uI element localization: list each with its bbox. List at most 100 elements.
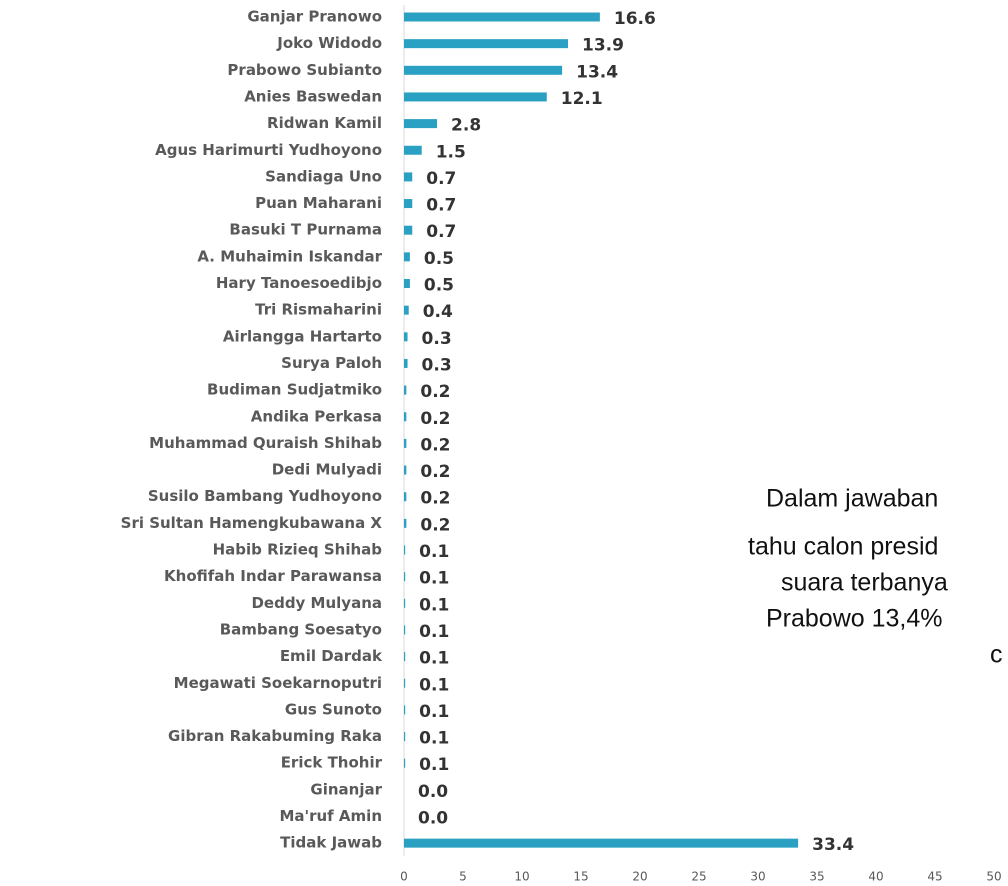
bar <box>404 92 547 102</box>
value-label: 0.1 <box>419 569 449 589</box>
value-label: 0.2 <box>420 462 450 482</box>
value-label: 0.3 <box>422 329 452 349</box>
category-label: Ginanjar <box>310 780 382 798</box>
category-label: Sri Sultan Hamengkubawana X <box>121 514 383 532</box>
value-label: 0.5 <box>424 249 454 269</box>
value-label: 13.4 <box>576 62 618 82</box>
value-label: 2.8 <box>451 116 481 136</box>
bar <box>404 492 407 502</box>
bar <box>404 172 413 182</box>
category-label: Erick Thohir <box>281 754 383 772</box>
bar <box>404 652 406 662</box>
bar <box>404 385 407 395</box>
bar <box>404 518 407 528</box>
value-label: 0.2 <box>420 489 450 509</box>
value-label: 0.1 <box>419 675 449 695</box>
annotation-line: c <box>990 641 1003 669</box>
category-label: Agus Harimurti Yudhoyono <box>155 141 382 159</box>
bar <box>404 65 563 75</box>
category-label: Puan Maharani <box>255 194 382 212</box>
value-label: 13.9 <box>582 36 624 56</box>
bar <box>404 39 569 49</box>
bar <box>404 758 406 768</box>
category-label: Sandiaga Uno <box>265 167 382 185</box>
bar <box>404 438 407 448</box>
bar <box>404 625 406 635</box>
annotation-line: Dalam jawaban <box>766 485 938 513</box>
category-label: Ma'ruf Amin <box>279 807 382 825</box>
value-label: 16.6 <box>614 9 656 29</box>
category-label: Gibran Rakabuming Raka <box>168 727 382 745</box>
category-label: Tidak Jawab <box>280 834 382 852</box>
value-label: 0.2 <box>420 515 450 535</box>
value-label: 0.4 <box>423 302 453 322</box>
value-label: 0.1 <box>419 755 449 775</box>
bar <box>404 598 406 608</box>
value-label: 0.2 <box>420 435 450 455</box>
category-label: Bambang Soesatyo <box>220 620 382 638</box>
bar <box>404 199 413 209</box>
value-label: 0.2 <box>420 382 450 402</box>
bar <box>404 332 408 342</box>
annotation-line: suara terbanya <box>781 569 948 597</box>
value-label: 1.5 <box>436 142 466 162</box>
category-label: Tri Rismaharini <box>255 301 382 319</box>
category-label: Joko Widodo <box>276 34 382 52</box>
x-tick-label: 40 <box>868 870 883 884</box>
x-tick-label: 25 <box>691 870 706 884</box>
bar <box>404 572 406 582</box>
category-label: Anies Baswedan <box>244 87 382 105</box>
bar <box>404 465 407 475</box>
bar <box>404 119 438 129</box>
category-label: Budiman Sudjatmiko <box>207 381 382 399</box>
value-label: 12.1 <box>561 89 603 109</box>
x-tick-label: 5 <box>459 870 467 884</box>
x-tick-label: 10 <box>514 870 529 884</box>
value-label: 0.1 <box>419 595 449 615</box>
category-label: Gus Sunoto <box>285 700 382 718</box>
category-label: Habib Rizieq Shihab <box>213 541 383 559</box>
category-label: Hary Tanoesoedibjo <box>216 274 382 292</box>
annotation-line: Prabowo 13,4% <box>766 605 943 633</box>
x-tick-label: 45 <box>927 870 942 884</box>
x-tick-label: 0 <box>400 870 408 884</box>
category-label: Emil Dardak <box>280 647 383 665</box>
category-label: Megawati Soekarnoputri <box>174 674 382 692</box>
value-label: 0.1 <box>419 729 449 749</box>
value-label: 0.1 <box>419 622 449 642</box>
value-label: 0.0 <box>418 782 448 802</box>
category-label: Muhammad Quraish Shihab <box>149 434 382 452</box>
category-label: Airlangga Hartarto <box>223 327 382 345</box>
value-label: 0.0 <box>418 809 448 829</box>
value-label: 0.2 <box>420 409 450 429</box>
bar <box>404 838 799 848</box>
category-label: Dedi Mulyadi <box>272 461 382 479</box>
value-label: 0.5 <box>424 276 454 296</box>
x-tick-label: 20 <box>632 870 647 884</box>
bar <box>404 225 413 235</box>
value-label: 0.3 <box>422 355 452 375</box>
category-label: A. Muhaimin Iskandar <box>197 247 382 265</box>
value-label: 0.1 <box>419 542 449 562</box>
annotation-line: tahu calon presid <box>748 533 938 561</box>
value-label: 0.1 <box>419 649 449 669</box>
bar <box>404 279 410 288</box>
category-label: Andika Perkasa <box>251 407 382 425</box>
value-label: 0.7 <box>426 222 456 242</box>
bar <box>404 145 422 155</box>
value-label: 0.7 <box>426 196 456 216</box>
category-label: Khofifah Indar Parawansa <box>164 567 382 585</box>
x-tick-label: 35 <box>809 870 824 884</box>
category-label: Deddy Mulyana <box>251 594 382 612</box>
bar <box>404 252 410 262</box>
bar <box>404 678 406 688</box>
bar <box>404 358 408 368</box>
x-tick-label: 50 <box>986 870 1001 884</box>
bar <box>404 12 600 22</box>
x-tick-label: 30 <box>750 870 765 884</box>
category-label: Surya Paloh <box>281 354 382 372</box>
bar <box>404 705 406 715</box>
category-label: Susilo Bambang Yudhoyono <box>148 487 382 505</box>
value-label: 0.7 <box>426 169 456 189</box>
category-label: Prabowo Subianto <box>227 61 382 79</box>
